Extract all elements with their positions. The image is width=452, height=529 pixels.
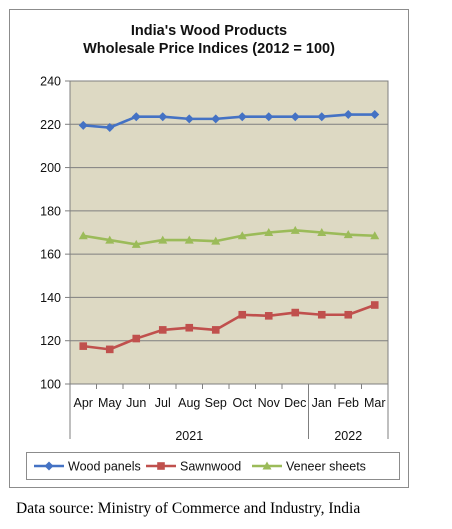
data-point-veneer-sheets	[158, 235, 168, 244]
y-tick-label: 200	[40, 161, 61, 175]
data-point-veneer-sheets	[105, 235, 115, 244]
y-tick-label: 140	[40, 291, 61, 305]
x-tick-label: Jul	[155, 396, 171, 410]
legend-marker	[44, 461, 54, 471]
data-point-veneer-sheets	[343, 230, 353, 239]
data-point-veneer-sheets	[290, 225, 300, 234]
data-point-veneer-sheets	[211, 236, 221, 245]
y-tick-label: 160	[40, 248, 61, 262]
data-point-wood-panels	[131, 112, 141, 122]
data-point-veneer-sheets	[370, 231, 380, 240]
series-line-wood-panels	[83, 113, 375, 129]
data-point-sawnwood	[158, 326, 167, 334]
chart-frame: India's Wood Products Wholesale Price In…	[9, 9, 409, 488]
data-point-sawnwood	[370, 301, 379, 309]
chart-title-line-2: Wholesale Price Indices (2012 = 100)	[83, 41, 335, 57]
data-point-wood-panels	[105, 123, 115, 133]
data-point-wood-panels	[264, 112, 274, 122]
x-tick-label: Jun	[126, 396, 146, 410]
data-point-veneer-sheets	[317, 228, 327, 236]
data-point-veneer-sheets	[237, 231, 247, 240]
data-point-sawnwood	[211, 326, 220, 334]
y-tick-label: 180	[40, 204, 61, 218]
data-point-sawnwood	[132, 334, 141, 343]
x-tick-label: May	[98, 396, 122, 410]
chart-svg: India's Wood Products Wholesale Price In…	[9, 9, 409, 488]
y-tick-label: 220	[40, 118, 61, 132]
x-tick-label: Mar	[364, 396, 386, 410]
legend-label: Veneer sheets	[286, 460, 366, 474]
x-tick-label: Nov	[258, 396, 281, 410]
data-point-sawnwood	[79, 342, 88, 350]
year-group-label: 2022	[334, 429, 362, 443]
x-tick-label: Dec	[284, 396, 306, 410]
data-point-wood-panels	[343, 110, 353, 120]
x-tick-label: Sep	[205, 396, 227, 410]
y-tick-label: 100	[40, 378, 61, 392]
data-source-note: Data source: Ministry of Commerce and In…	[16, 500, 361, 517]
legend-box	[26, 452, 400, 480]
y-tick-label: 120	[40, 334, 61, 348]
series-line-sawnwood	[83, 303, 376, 351]
data-point-veneer-sheets	[184, 235, 194, 244]
chart-title-line-1: India's Wood Products	[131, 23, 287, 39]
data-point-veneer-sheets	[131, 239, 141, 248]
data-point-sawnwood	[185, 323, 194, 332]
data-point-wood-panels	[78, 120, 88, 130]
x-tick-label: Apr	[74, 396, 93, 410]
plot-background	[70, 81, 388, 384]
legend-label: Sawnwood	[180, 460, 241, 474]
data-point-sawnwood	[317, 310, 326, 319]
x-tick-label: Jan	[312, 396, 332, 410]
data-point-sawnwood	[105, 345, 114, 354]
data-point-veneer-sheets	[264, 228, 274, 236]
year-group-label: 2021	[175, 429, 203, 443]
data-point-veneer-sheets	[78, 231, 88, 240]
series-line-veneer-sheets	[83, 229, 375, 246]
data-point-wood-panels	[290, 112, 300, 122]
data-point-wood-panels	[237, 112, 247, 122]
legend-marker	[157, 462, 165, 470]
data-point-sawnwood	[291, 308, 300, 317]
x-tick-label: Aug	[178, 396, 200, 410]
data-point-sawnwood	[264, 312, 273, 320]
data-point-wood-panels	[317, 112, 327, 122]
x-tick-label: Oct	[233, 396, 253, 410]
legend: Wood panels Sawnwood Veneer sheets	[26, 452, 400, 480]
plot-area: 100 120 140 160 180 200 220 240 Apr May Jun Jul Aug S…	[40, 75, 389, 443]
data-point-wood-panels	[158, 112, 168, 122]
data-point-sawnwood	[238, 310, 247, 319]
data-point-wood-panels	[184, 114, 194, 124]
x-tick-label: Feb	[337, 396, 359, 410]
y-tick-label: 240	[40, 75, 61, 89]
legend-label: Wood panels	[68, 460, 141, 474]
legend-marker	[262, 461, 272, 470]
data-point-wood-panels	[370, 110, 380, 120]
data-point-wood-panels	[211, 114, 221, 124]
data-point-sawnwood	[344, 310, 353, 319]
